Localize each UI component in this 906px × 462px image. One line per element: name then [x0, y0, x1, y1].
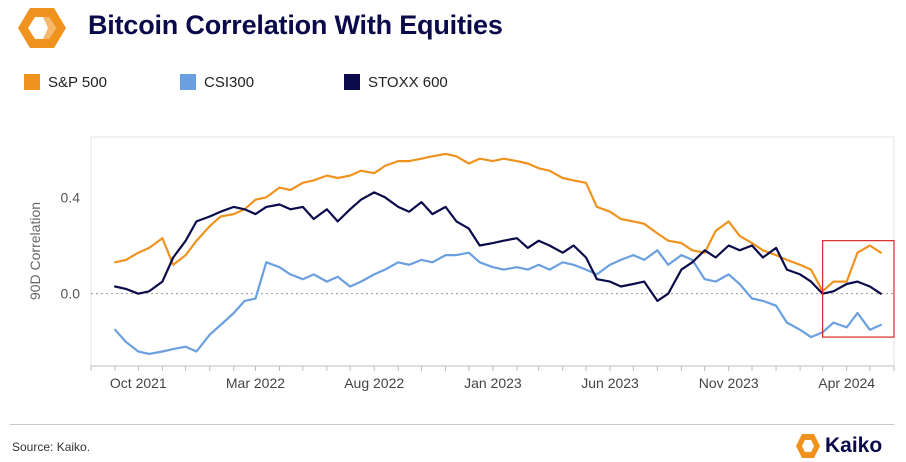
legend-item-csi300: CSI300	[180, 71, 254, 93]
x-tick-label: Aug 2022	[344, 375, 404, 391]
series-line-csi300	[113, 249, 882, 355]
y-tick-label: 0.0	[61, 286, 81, 302]
page-title: Bitcoin Correlation With Equities	[88, 10, 503, 40]
legend-label-stoxx600: STOXX 600	[368, 73, 448, 91]
footer-divider	[10, 424, 894, 425]
x-tick-label: Mar 2022	[226, 375, 285, 391]
x-axis-ticks: Oct 2021 Mar 2022 Aug 2022 Jan 2023 Jun 2023…	[90, 366, 895, 391]
legend-item-sp500: S&P 500	[24, 71, 107, 93]
series-layer	[113, 152, 882, 355]
footer-brand: Kaiko	[795, 432, 882, 460]
y-axis-label: 90D Correlation	[27, 202, 43, 300]
x-tick-label: Nov 2023	[699, 375, 759, 391]
y-axis-ticks: 0.0 0.4	[61, 189, 81, 301]
kaiko-logo-icon	[796, 434, 820, 458]
legend-label-csi300: CSI300	[204, 73, 255, 91]
y-tick-label: 0.4	[61, 189, 81, 205]
brand-name: Kaiko	[825, 434, 883, 457]
legend-label-sp500: S&P 500	[48, 73, 107, 91]
source-note: Source: Kaiko.	[12, 440, 91, 454]
correlation-line-chart: 90D Correlation 0.0 0.4 Oct 2021 Mar 2022 A…	[27, 136, 895, 391]
legend-swatch-csi300	[180, 74, 196, 90]
x-tick-label: Apr 2024	[818, 375, 875, 391]
x-tick-label: Jun 2023	[581, 375, 639, 391]
legend-swatch-sp500	[24, 74, 40, 90]
series-line-stoxx600	[113, 191, 882, 302]
kaiko-hexagon-logo-icon	[18, 8, 66, 48]
legend-item-stoxx600: STOXX 600	[344, 71, 448, 93]
x-tick-label: Jan 2023	[464, 375, 522, 391]
series-line-sp500	[113, 152, 882, 293]
highlight-box	[822, 240, 895, 338]
plot-area-frame	[90, 136, 895, 367]
legend-swatch-stoxx600	[344, 74, 360, 90]
x-tick-label: Oct 2021	[110, 375, 167, 391]
